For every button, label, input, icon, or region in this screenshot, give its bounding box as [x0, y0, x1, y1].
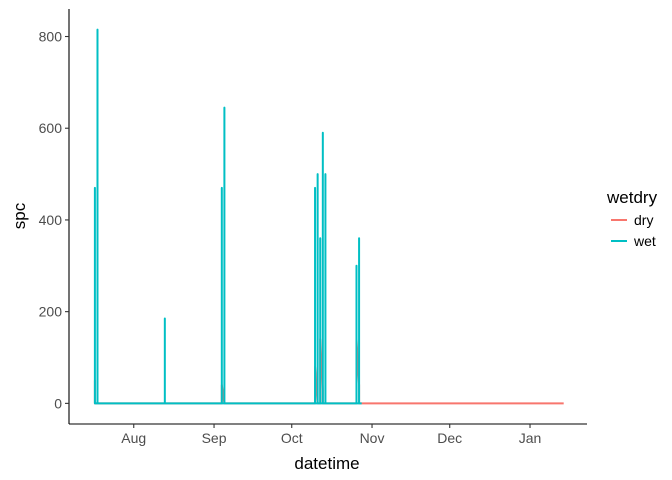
legend: wetdry dry wet: [606, 188, 658, 249]
legend-label-wet: wet: [633, 233, 656, 249]
legend-title: wetdry: [606, 188, 658, 207]
legend-label-dry: dry: [634, 212, 653, 228]
series-line-wet: [93, 28, 362, 405]
y-tick-label: 0: [54, 395, 62, 411]
y-tick-label: 200: [39, 304, 63, 320]
x-tick-label: Dec: [437, 430, 462, 446]
x-tick-label: Jan: [519, 430, 542, 446]
x-tick-label: Aug: [121, 430, 146, 446]
y-axis-title: spc: [10, 202, 29, 229]
plot-lines: [93, 28, 564, 405]
x-ticks: Aug Sep Oct Nov Dec Jan: [121, 424, 541, 446]
legend-items: dry wet: [611, 212, 656, 249]
x-tick-label: Sep: [202, 430, 227, 446]
x-tick-label: Nov: [360, 430, 385, 446]
y-ticks: 0 200 400 600 800: [39, 29, 69, 411]
x-tick-label: Oct: [281, 430, 303, 446]
y-tick-label: 400: [39, 212, 63, 228]
y-tick-label: 600: [39, 120, 63, 136]
y-tick-label: 800: [39, 29, 63, 45]
x-axis-title: datetime: [294, 454, 359, 473]
